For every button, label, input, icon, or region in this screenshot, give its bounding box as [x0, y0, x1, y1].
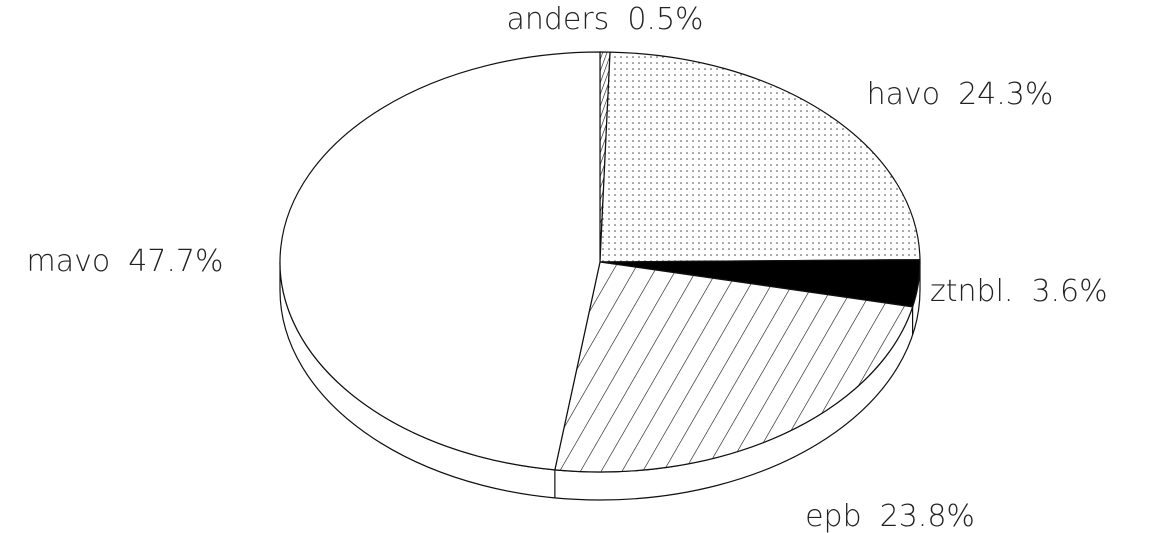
slice-label: epb 23.8% — [805, 499, 975, 533]
slice-value: 23.8% — [880, 499, 975, 533]
slice-name: anders — [506, 2, 609, 37]
slice-label: anders 0.5% — [506, 2, 703, 37]
slice-label: mavo 47.7% — [26, 244, 223, 279]
pie-slice — [599, 51, 921, 263]
slice-name: ztnbl. — [930, 274, 1013, 309]
slice-label: ztnbl. 3.6% — [930, 274, 1108, 309]
slice-name: havo — [867, 77, 941, 112]
pie-slice — [279, 51, 601, 471]
slice-value: 3.6% — [1031, 274, 1107, 309]
pie — [279, 51, 921, 501]
slice-label: havo 24.3% — [867, 77, 1054, 112]
slice-name: epb — [805, 499, 862, 533]
labels: anders 0.5% havo 24.3% ztnbl. 3.6% epb 23.8% mav… — [26, 2, 1107, 533]
slice-value: 47.7% — [128, 244, 223, 279]
slice-value: 0.5% — [627, 2, 703, 37]
slice-value: 24.3% — [958, 77, 1053, 112]
slice-name: mavo — [26, 244, 110, 279]
pie-slice — [554, 261, 914, 473]
